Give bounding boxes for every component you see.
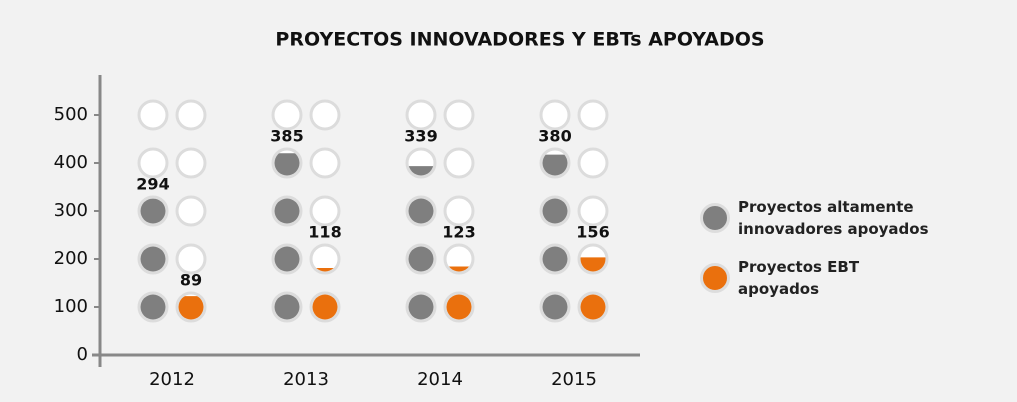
y-tick-label: 100 bbox=[54, 296, 88, 317]
icon-stack bbox=[405, 99, 437, 323]
icon-stack bbox=[443, 99, 475, 323]
icon-stack bbox=[137, 99, 169, 323]
icon-stack bbox=[309, 99, 341, 323]
chart-title: PROYECTOS INNOVADORES Y EBTs APOYADOS bbox=[275, 29, 764, 51]
value-label: 380 bbox=[538, 127, 571, 146]
y-tick-label: 300 bbox=[54, 200, 88, 221]
icon-stack bbox=[539, 99, 571, 323]
legend-swatch bbox=[700, 203, 730, 233]
y-tick-label: 500 bbox=[54, 104, 88, 125]
legend-swatch bbox=[700, 263, 730, 293]
y-tick-label: 0 bbox=[77, 344, 88, 365]
x-tick-label: 2015 bbox=[551, 369, 597, 390]
legend-item: Proyectos EBT apoyados bbox=[700, 256, 960, 300]
legend-label: Proyectos altamente innovadores apoyados bbox=[738, 198, 929, 238]
y-tick-label: 200 bbox=[54, 248, 88, 269]
icon-stack bbox=[175, 99, 207, 323]
value-label: 156 bbox=[576, 223, 609, 242]
x-tick-label: 2014 bbox=[417, 369, 463, 390]
value-label: 385 bbox=[270, 127, 303, 146]
x-tick-label: 2012 bbox=[149, 369, 195, 390]
value-label: 339 bbox=[404, 127, 437, 146]
value-label: 118 bbox=[308, 223, 341, 242]
y-tick-label: 400 bbox=[54, 152, 88, 173]
value-label: 294 bbox=[136, 175, 169, 194]
value-label: 123 bbox=[442, 223, 475, 242]
icon-stack bbox=[577, 99, 609, 323]
icon-stack bbox=[271, 99, 303, 323]
legend-label: Proyectos EBT apoyados bbox=[738, 258, 860, 298]
x-tick-label: 2013 bbox=[283, 369, 329, 390]
legend-item: Proyectos altamente innovadores apoyados bbox=[700, 196, 960, 240]
value-label: 89 bbox=[180, 271, 202, 290]
